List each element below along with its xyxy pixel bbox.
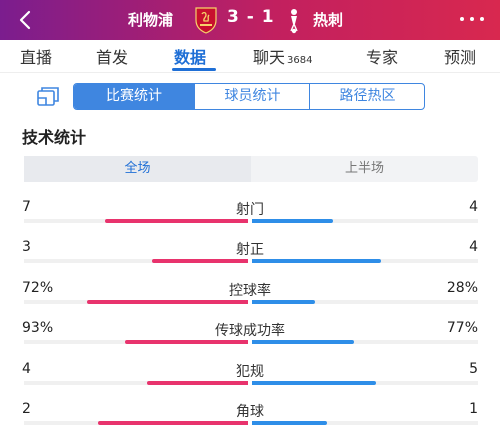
- subtab-match-stats[interactable]: 比赛统计: [74, 84, 194, 109]
- section-title: 技术统计: [22, 128, 87, 147]
- tab-predict[interactable]: 预测: [444, 48, 477, 67]
- stat-row: 3 射正 4: [0, 239, 500, 279]
- away-bar: [252, 340, 354, 344]
- stat-label: 角球: [236, 404, 264, 420]
- away-bar: [252, 421, 327, 425]
- stat-label: 犯规: [236, 364, 264, 380]
- chat-count: 3684: [287, 55, 313, 66]
- away-value: 4: [469, 199, 478, 215]
- home-bar: [124, 340, 248, 344]
- home-bar: [97, 421, 248, 425]
- subtab-heatmap[interactable]: 路径热区: [309, 84, 424, 109]
- tottenham-badge-icon: [290, 9, 298, 34]
- away-value: 5: [469, 361, 478, 377]
- more-options-icon[interactable]: [458, 12, 486, 28]
- home-value: 7: [22, 199, 31, 215]
- away-value: 1: [469, 401, 478, 417]
- home-bar: [86, 300, 248, 304]
- active-tab-underline: [172, 68, 216, 71]
- away-value: 77%: [446, 320, 478, 336]
- stat-row: 7 射门 4: [0, 199, 500, 239]
- home-value: 4: [22, 361, 31, 377]
- away-bar: [252, 259, 381, 263]
- stat-label: 射正: [236, 242, 264, 258]
- away-bar: [252, 381, 377, 385]
- home-bar: [104, 219, 248, 223]
- stat-label: 控球率: [229, 283, 271, 299]
- tab-experts[interactable]: 专家: [366, 48, 399, 67]
- home-value: 2: [22, 401, 31, 417]
- stat-row: 72% 控球率 28%: [0, 280, 500, 320]
- away-team-name: 热刺: [313, 11, 344, 29]
- home-value: 3: [22, 239, 31, 255]
- match-score: 3 - 1: [227, 7, 275, 27]
- home-bar: [147, 381, 248, 385]
- stat-row: 93% 传球成功率 77%: [0, 320, 500, 360]
- stat-label: 传球成功率: [215, 323, 285, 339]
- stat-row: 4 犯规 5: [0, 361, 500, 401]
- home-value: 72%: [22, 280, 54, 296]
- tab-data[interactable]: 数据: [174, 48, 207, 67]
- away-value: 4: [469, 239, 478, 255]
- home-team-name: 利物浦: [128, 11, 174, 29]
- match-header: 利物浦 3 - 1 热刺: [0, 0, 500, 40]
- subtab-player-stats[interactable]: 球员统计: [194, 84, 310, 109]
- stats-segmented-control: 比赛统计 球员统计 路径热区: [73, 83, 425, 110]
- back-arrow-icon[interactable]: [14, 8, 38, 32]
- away-bar: [252, 300, 316, 304]
- period-toggle: 全场 上半场: [24, 156, 478, 182]
- home-value: 93%: [22, 320, 54, 336]
- main-tabs: 直播 首发 数据 聊天 3684 专家 预测: [0, 40, 500, 73]
- stat-row: 2 角球 1: [0, 401, 500, 441]
- away-bar: [252, 219, 334, 223]
- away-value: 28%: [446, 280, 478, 296]
- share-screenshot-icon[interactable]: [36, 86, 60, 108]
- tab-live[interactable]: 直播: [20, 48, 53, 67]
- liverpool-badge-icon: [195, 7, 217, 34]
- period-full-match[interactable]: 全场: [24, 156, 251, 182]
- period-first-half[interactable]: 上半场: [344, 161, 384, 176]
- tab-chat-label: 聊天: [253, 48, 286, 67]
- stat-label: 射门: [236, 202, 264, 218]
- home-bar: [151, 259, 248, 263]
- tab-lineup[interactable]: 首发: [96, 48, 129, 67]
- tab-chat[interactable]: 聊天 3684: [253, 44, 312, 68]
